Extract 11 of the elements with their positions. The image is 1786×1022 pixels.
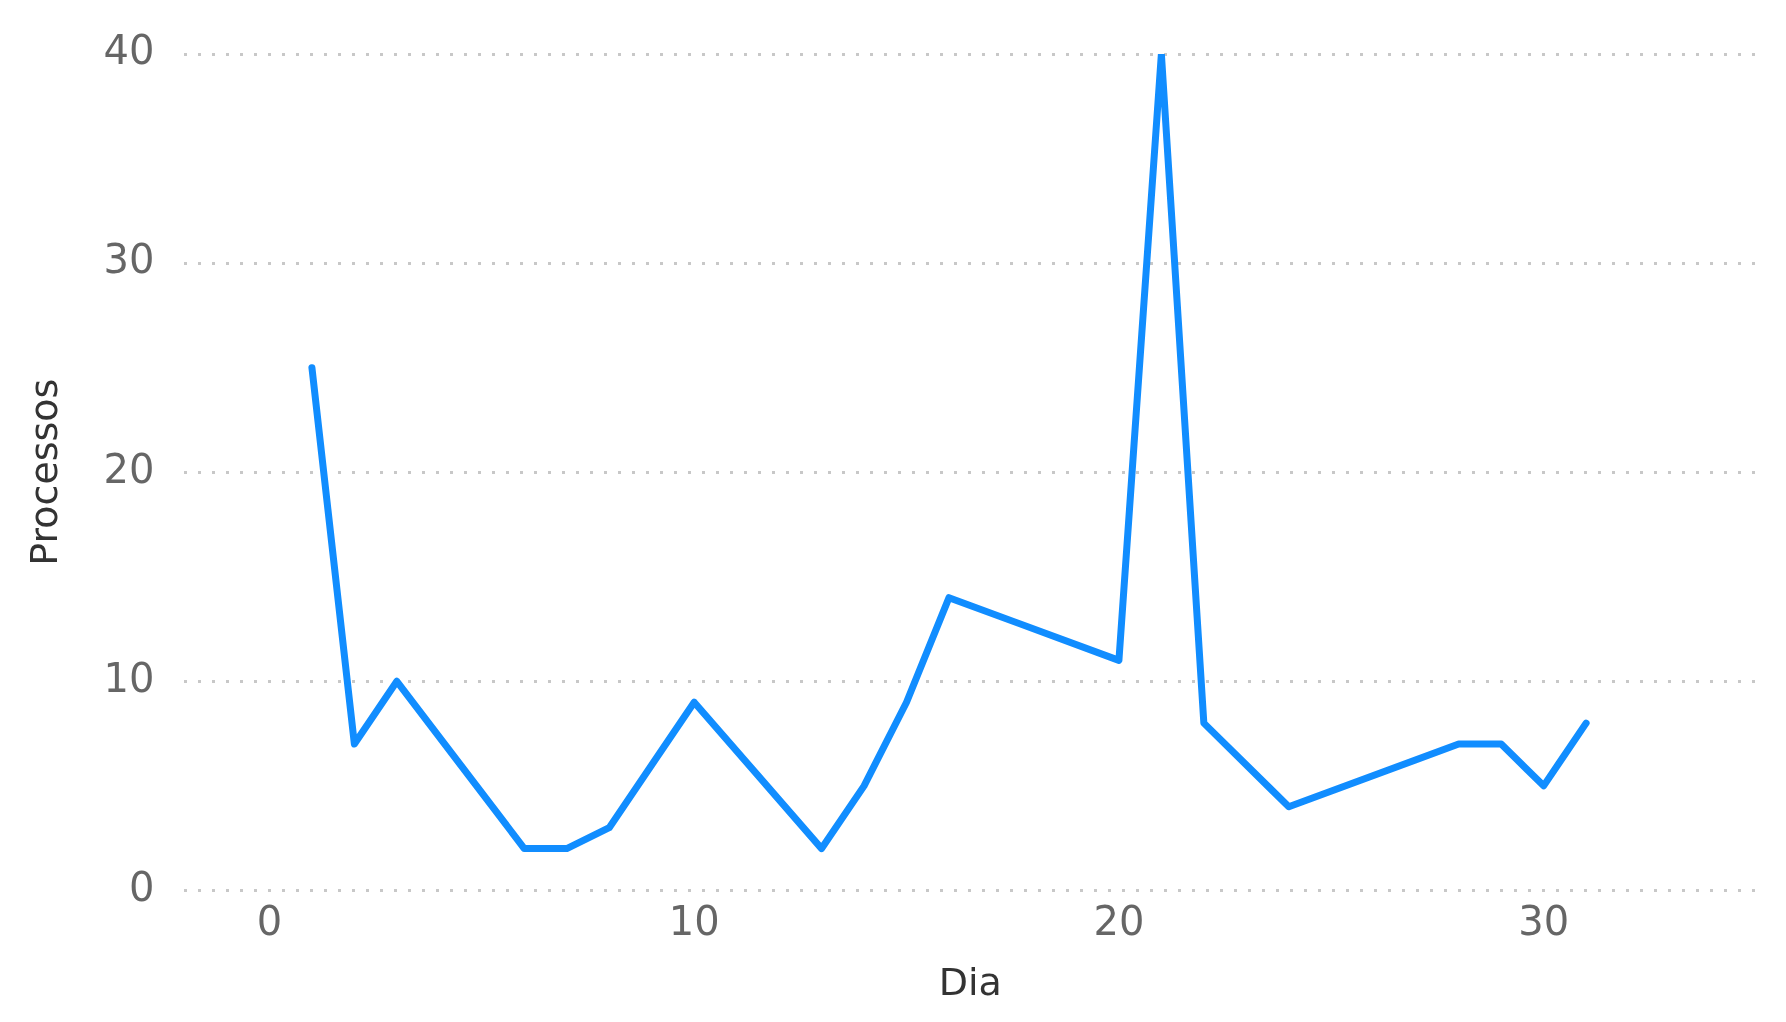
y-tick-label: 20 [103, 445, 155, 492]
x-axis-title: Dia [938, 960, 1002, 1005]
y-axis-title: Processos [21, 378, 66, 566]
y-tick-label: 0 [129, 863, 155, 910]
x-tick-label: 10 [668, 897, 720, 944]
y-tick-label: 30 [103, 236, 155, 283]
x-tick-label: 30 [1518, 897, 1570, 944]
y-tick-label: 40 [103, 27, 155, 74]
x-tick-label: 20 [1093, 897, 1145, 944]
y-tick-label: 10 [103, 654, 155, 701]
x-tick-label: 0 [256, 897, 283, 944]
